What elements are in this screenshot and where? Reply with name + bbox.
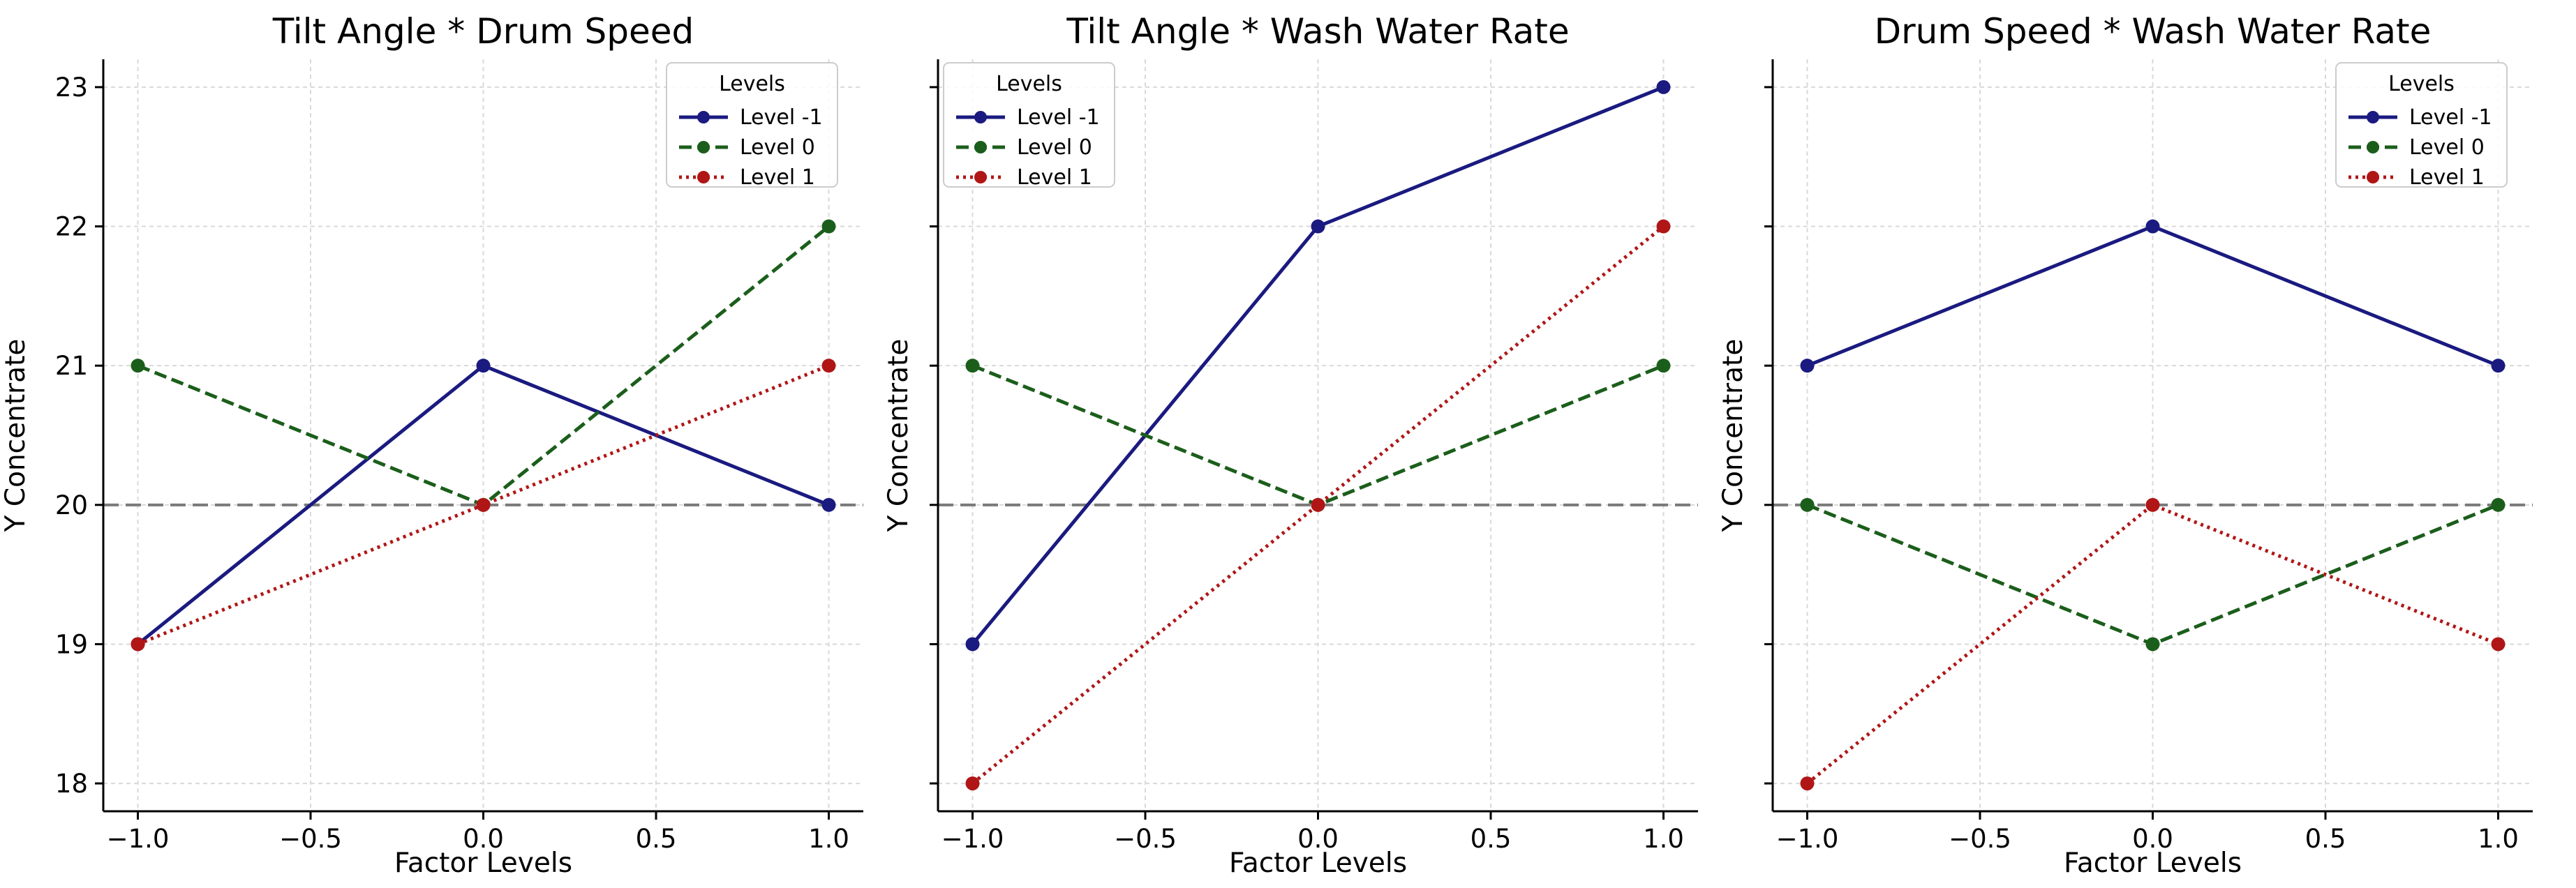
legend-label: Level -1	[740, 105, 823, 130]
x-tick-label: 1.0	[2478, 824, 2519, 854]
y-axis-label: Y Concentrate	[0, 339, 31, 533]
x-tick-label: 0.0	[2132, 824, 2173, 854]
y-tick-label: 20	[55, 490, 88, 520]
data-point	[1800, 776, 1815, 791]
legend-label: Level -1	[2409, 105, 2492, 130]
x-tick-label: 0.5	[636, 824, 677, 854]
data-point	[1656, 219, 1671, 234]
chart-title: Drum Speed * Wash Water Rate	[1875, 11, 2432, 52]
x-axis-label: Factor Levels	[1229, 848, 1407, 879]
series-line-3	[1806, 503, 2499, 785]
data-point	[1800, 497, 1815, 512]
x-tick-label: −0.5	[279, 824, 342, 854]
legend-box	[2335, 62, 2508, 188]
x-axis-label: Factor Levels	[394, 848, 572, 879]
x-tick-label: 0.0	[463, 824, 504, 854]
legend-label: Level 0	[740, 135, 815, 160]
x-tick-label: 0.5	[2305, 824, 2346, 854]
legend-label: Level 1	[2409, 165, 2485, 190]
legend-swatch-marker	[2367, 141, 2379, 153]
data-point	[1656, 359, 1671, 373]
legend-label: Level 0	[1017, 135, 1092, 160]
x-tick-label: −0.5	[1949, 824, 2011, 854]
legend: Levels Level -1 Level 0 Level 1	[666, 62, 838, 190]
data-point	[965, 359, 980, 373]
x-tick-label: −1.0	[941, 824, 1004, 854]
legend: Levels Level -1 Level 0 Level 1	[943, 62, 1115, 190]
legend-title: Levels	[2388, 72, 2455, 96]
chart-panel-2: −1.0 −0.5 0.0 0.5 1.0 Tilt Angle * Wash Water…	[883, 11, 1698, 879]
data-point	[2491, 497, 2506, 512]
y-tick-label: 18	[55, 769, 88, 799]
chart-panel-3: −1.0 −0.5 0.0 0.5 1.0 Drum Speed * Wash Water…	[1718, 11, 2533, 879]
chart-title: Tilt Angle * Wash Water Rate	[1066, 11, 1569, 52]
y-axis-label: Y Concentrate	[883, 339, 914, 533]
legend-label: Level -1	[1017, 105, 1100, 130]
legend-swatch-marker	[974, 171, 987, 183]
data-point	[476, 497, 491, 512]
x-tick-label: 1.0	[1643, 824, 1684, 854]
data-point	[821, 497, 836, 512]
legend-swatch-marker	[697, 141, 710, 153]
data-point	[131, 637, 145, 652]
data-point	[476, 359, 491, 373]
data-point	[2145, 637, 2160, 652]
y-tick-label: 22	[55, 212, 88, 242]
data-point	[2491, 359, 2506, 373]
legend-title: Levels	[996, 72, 1062, 96]
y-tick-label: 23	[55, 73, 88, 103]
series-line-3	[971, 225, 1665, 785]
data-point	[1656, 80, 1671, 94]
chart-panel-1: −1.0 −0.5 0.0 0.5 1.0 18 19 20 21 22 23 Tilt Angle …	[0, 11, 863, 879]
legend-swatch-marker	[974, 111, 987, 123]
data-point	[131, 359, 145, 373]
data-point	[965, 637, 980, 652]
x-tick-label: 0.0	[1297, 824, 1339, 854]
legend-label: Level 1	[740, 165, 815, 190]
legend-label: Level 1	[1017, 165, 1092, 190]
data-point	[1311, 497, 1325, 512]
data-point	[821, 219, 836, 234]
legend-swatch-marker	[2367, 111, 2379, 123]
y-tick-label: 19	[55, 629, 88, 659]
legend-label: Level 0	[2409, 135, 2485, 160]
data-point	[965, 776, 980, 791]
x-tick-label: 1.0	[808, 824, 849, 854]
chart-title: Tilt Angle * Drum Speed	[272, 11, 694, 52]
data-point	[1800, 359, 1815, 373]
y-axis-label: Y Concentrate	[1718, 339, 1749, 533]
x-axis-label: Factor Levels	[2064, 848, 2242, 879]
data-point	[821, 359, 836, 373]
data-point	[2145, 497, 2160, 512]
x-tick-label: −1.0	[1776, 824, 1839, 854]
legend-swatch-marker	[974, 141, 987, 153]
data-point	[2491, 637, 2506, 652]
legend: Levels Level -1 Level 0 Level 1	[2335, 62, 2508, 190]
legend-swatch-marker	[697, 111, 710, 123]
data-point	[2145, 219, 2160, 234]
x-tick-label: −1.0	[107, 824, 170, 854]
legend-title: Levels	[719, 72, 785, 96]
data-point	[1311, 219, 1325, 234]
legend-swatch-marker	[697, 171, 710, 183]
x-tick-label: −0.5	[1114, 824, 1177, 854]
legend-box	[943, 62, 1115, 188]
legend-box	[666, 62, 838, 188]
x-tick-label: 0.5	[1471, 824, 1512, 854]
y-tick-label: 21	[55, 351, 88, 381]
legend-swatch-marker	[2367, 171, 2379, 183]
